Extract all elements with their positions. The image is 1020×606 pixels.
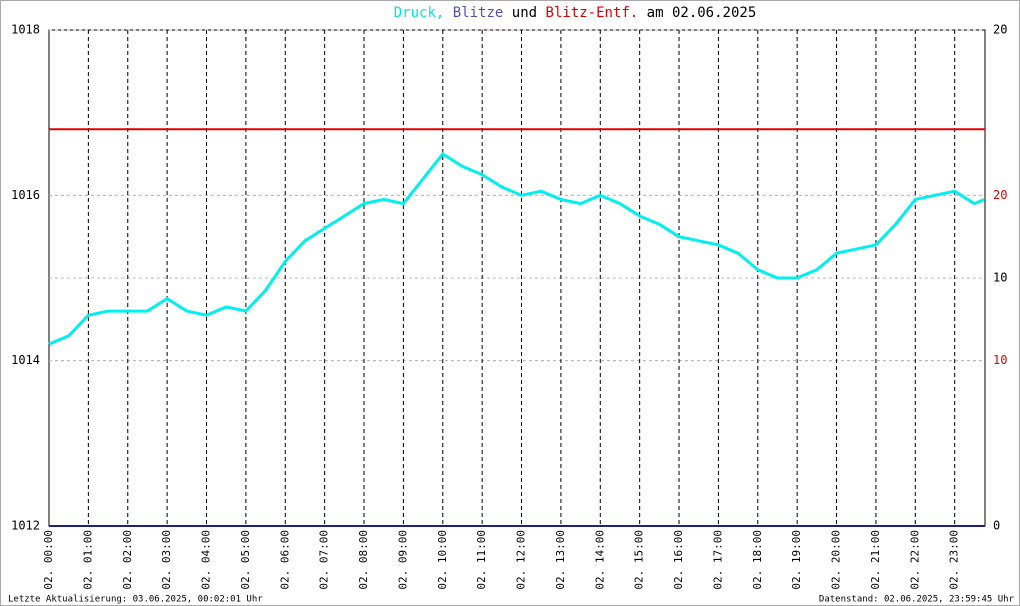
y3-tick-label: 10 [993, 353, 1007, 367]
line-series [48, 152, 985, 346]
x-tick-label: 02. 22:00 [908, 530, 921, 590]
x-tick-label: 02. 10:00 [436, 530, 449, 590]
y-tick-label: 1016 [11, 188, 40, 202]
y-tick-label: 1018 [11, 23, 40, 37]
x-tick-label: 02. 13:00 [554, 530, 567, 590]
y2-tick-label: 0 [993, 519, 1000, 533]
x-tick-label: 02. 04:00 [200, 530, 213, 590]
footer-right: Datenstand: 02.06.2025, 23:59:45 Uhr [819, 595, 1015, 605]
x-tick-label: 02. 23:00 [948, 530, 961, 590]
x-tick-label: 02. 08:00 [357, 530, 370, 590]
y2-tick-label: 10 [993, 271, 1007, 285]
title-part: Blitze [453, 5, 504, 21]
y3-tick-label: 20 [993, 188, 1007, 202]
title-part: am 02.06.2025 [647, 5, 757, 21]
x-tick-label: 02. 03:00 [160, 530, 173, 590]
footer-left: Letzte Aktualisierung: 03.06.2025, 00:02… [8, 595, 263, 605]
chart-title: Druck, Blitze und Blitz-Entf. am 02.06.2… [394, 5, 757, 21]
x-tick-label: 02. 00:00 [42, 530, 55, 590]
x-tick-label: 02. 05:00 [239, 530, 252, 590]
x-tick-label: 02. 15:00 [633, 530, 646, 590]
x-tick-label: 02. 12:00 [515, 530, 528, 590]
y2-tick-label: 20 [993, 23, 1007, 37]
title-part: Blitz-Entf. [546, 5, 639, 21]
x-tick-label: 02. 17:00 [711, 530, 724, 590]
y-tick-label: 1012 [11, 519, 40, 533]
x-tick-label: 02. 07:00 [318, 530, 331, 590]
x-tick-label: 02. 06:00 [278, 530, 291, 590]
x-tick-label: 02. 20:00 [830, 530, 843, 590]
title-part: Druck, [394, 5, 445, 21]
x-tick-label: 02. 01:00 [81, 530, 94, 590]
title-part: und [512, 5, 537, 21]
x-tick-label: 02. 21:00 [869, 530, 882, 590]
x-tick-label: 02. 11:00 [475, 530, 488, 590]
y-tick-label: 1014 [11, 353, 40, 367]
x-tick-label: 02. 18:00 [751, 530, 764, 590]
x-tick-label: 02. 16:00 [672, 530, 685, 590]
x-tick-label: 02. 19:00 [790, 530, 803, 590]
x-tick-label: 02. 02:00 [121, 530, 134, 590]
x-tick-label: 02. 09:00 [396, 530, 409, 590]
x-tick-label: 02. 14:00 [593, 530, 606, 590]
